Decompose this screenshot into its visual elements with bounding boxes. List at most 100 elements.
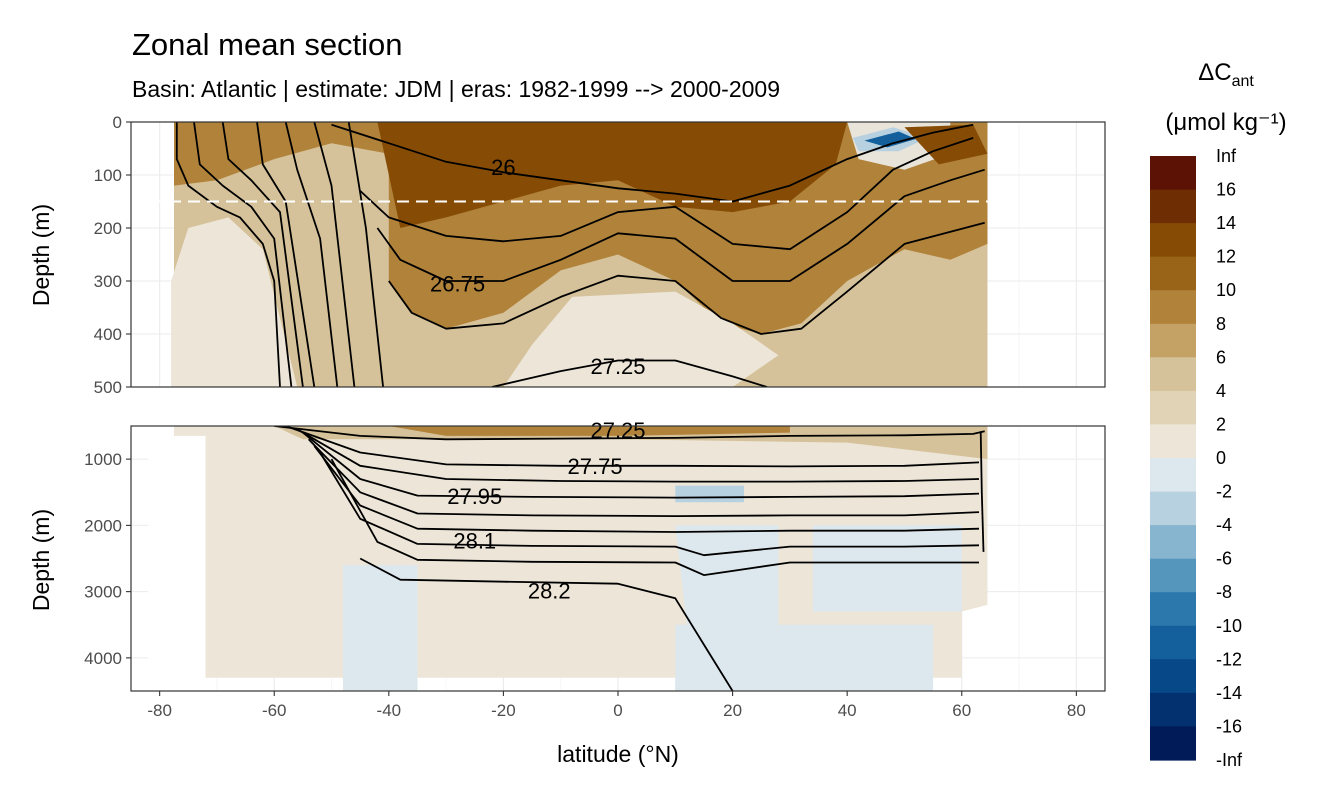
x-tick-label-0: -80 [147, 701, 172, 720]
legend-swatch-15 [1150, 659, 1196, 694]
isopycnal-28-15 [330, 458, 979, 576]
fill-south-low [171, 217, 298, 387]
x-tick-label-8: 80 [1067, 701, 1086, 720]
contour-label-0: 26 [491, 155, 515, 180]
fill-center-neg [675, 525, 779, 625]
top-panel: 26 26.75 27.25 0 100 200 300 400 500 Depth (m) [28, 113, 1106, 397]
isopycnal-27-75 [285, 426, 980, 468]
y-tick-label-1: 2000 [84, 516, 122, 535]
contour-label-1: 27.75 [568, 454, 623, 479]
isopycnal-south-2 [221, 122, 304, 387]
x-axis-label: latitude (°N) [557, 741, 679, 767]
legend-label-13: -8 [1216, 582, 1232, 602]
chart-title: Zonal mean section [132, 27, 403, 62]
isopycnal-27-85 [296, 428, 980, 483]
x-tick-label-4: 0 [613, 701, 622, 720]
y-tick-label-2: 3000 [84, 583, 122, 602]
x-tick-label-3: -20 [491, 701, 516, 720]
legend-label-15: -12 [1216, 649, 1242, 669]
y-tick-label-0: 1000 [84, 450, 122, 469]
fill-south-neg [343, 565, 418, 691]
legend-label-1: 16 [1216, 180, 1236, 200]
isopycnal-28 [307, 438, 980, 517]
x-tick-label-6: 40 [838, 701, 857, 720]
isopycnal-27-95 [302, 431, 980, 499]
legend-label-8: 2 [1216, 414, 1226, 434]
legend-label-14: -10 [1216, 616, 1242, 636]
contour-label-2: 27.95 [447, 484, 502, 509]
chart-subtitle: Basin: Atlantic | estimate: JDM | eras: … [132, 76, 780, 102]
isopycnal-26 [331, 123, 974, 203]
legend-label-17: -16 [1216, 716, 1242, 736]
isopycnal-south-3 [256, 122, 316, 387]
bottom-panel: 27.25 27.75 27.95 28.1 28.2 1000 2000 3000 4000… [28, 418, 1106, 767]
isopycnal-28-2 [359, 557, 734, 691]
legend-swatch-14 [1150, 625, 1196, 660]
fill-center-neg-strong [675, 485, 744, 503]
legend-label-6: 6 [1216, 347, 1226, 367]
legend-swatch-5 [1150, 323, 1196, 358]
legend-label-4: 10 [1216, 280, 1236, 300]
legend-swatch-1 [1150, 189, 1196, 224]
x-tick-label-7: 60 [952, 701, 971, 720]
legend-label-10: -2 [1216, 482, 1232, 502]
legend-swatch-4 [1150, 290, 1196, 325]
bottom-panel-contour-labels: 27.25 27.75 27.95 28.1 28.2 [447, 418, 645, 603]
contour-label-2: 27.25 [590, 354, 645, 379]
legend-unit: (μmol kg⁻¹) [1165, 109, 1286, 136]
isopycnal-27-25 [491, 359, 768, 387]
legend-label-5: 8 [1216, 314, 1226, 334]
legend-swatch-16 [1150, 692, 1196, 728]
y-tick-label-4: 400 [94, 325, 122, 344]
fill-south-upper [174, 122, 389, 186]
y-tick-label-2: 200 [94, 219, 122, 238]
bottom-y-ticks: 1000 2000 3000 4000 [84, 450, 131, 668]
isopycnal-south-1 [193, 122, 293, 387]
x-tick-label-2: -40 [377, 701, 402, 720]
bottom-panel-fill [148, 426, 988, 691]
fill-center-low [503, 291, 779, 387]
legend-colorbar [1150, 156, 1196, 761]
top-panel-contour-labels: 26 26.75 27.25 [430, 155, 645, 379]
bottom-panel-isopycnals [274, 426, 985, 691]
isopycnal-south-4 [284, 122, 339, 387]
isopycnal-south-6 [347, 122, 384, 387]
legend-swatch-0 [1150, 156, 1196, 191]
top-y-ticks: 0 100 200 300 400 500 [94, 113, 131, 397]
legend-swatch-17 [1150, 726, 1196, 761]
y-tick-label-5: 500 [94, 378, 122, 397]
fill-north-strong-neg [864, 131, 916, 148]
legend-swatch-8 [1150, 424, 1196, 459]
legend-swatch-3 [1150, 256, 1196, 291]
isopycnal-south-5 [313, 122, 356, 387]
legend-swatch-6 [1150, 357, 1196, 392]
isopycnal-28-1 [319, 452, 980, 557]
fill-bottom-moderate [388, 426, 790, 436]
fill-north-neg-bottom [812, 525, 962, 612]
fill-south-edge [148, 426, 206, 691]
legend-swatch-9 [1150, 458, 1196, 493]
legend-label-11: -4 [1216, 515, 1232, 535]
legend-label-12: -6 [1216, 549, 1232, 569]
legend-title: ΔCant [1198, 59, 1254, 90]
legend-labels: Inf 16 14 12 10 8 6 4 2 0 -2 -4 -6 -8 -10 -12 -14 -16 -Inf [1216, 146, 1243, 770]
legend: ΔCant (μmol kg⁻¹) Inf 16 14 12 10 8 6 4 2 0 -2 -4 -6… [1150, 59, 1287, 770]
legend-swatch-11 [1150, 525, 1196, 560]
contour-label-1: 26.75 [430, 272, 485, 297]
legend-swatch-7 [1150, 390, 1196, 426]
x-ticks: -80 -60 -40 -20 0 20 40 60 80 [147, 691, 1086, 720]
top-panel-isopycnals [175, 122, 985, 387]
y-tick-label-1: 100 [94, 166, 122, 185]
top-y-axis-label: Depth (m) [28, 204, 54, 306]
top-panel-border [130, 121, 1106, 388]
contour-label-4: 28.2 [528, 578, 571, 603]
x-tick-label-5: 20 [723, 701, 742, 720]
legend-swatch-12 [1150, 558, 1196, 593]
y-tick-label-0: 0 [113, 113, 122, 132]
legend-swatch-10 [1150, 491, 1196, 526]
legend-label-3: 12 [1216, 247, 1236, 267]
y-tick-label-3: 4000 [84, 649, 122, 668]
fill-deep-neg [675, 624, 934, 691]
isopycnal-27 [388, 221, 985, 335]
